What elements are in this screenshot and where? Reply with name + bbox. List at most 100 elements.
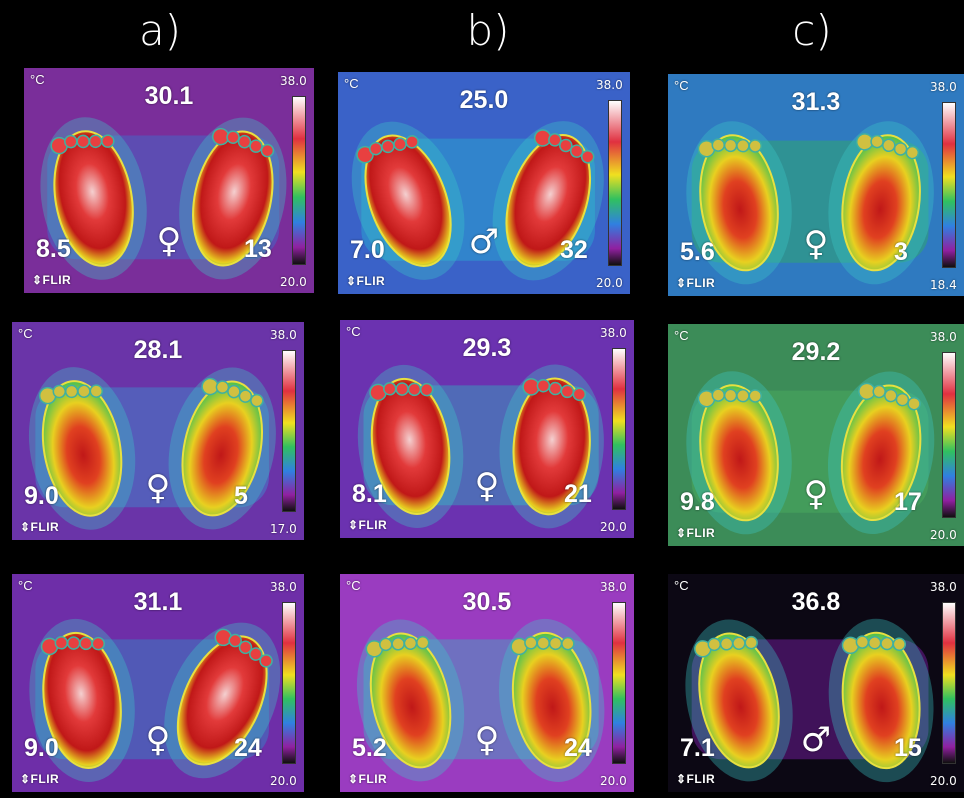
left-value: 9.0	[24, 734, 59, 762]
scale-max: 38.0	[930, 580, 957, 594]
scale-max: 38.0	[930, 80, 957, 94]
flir-logo: ⇕FLIR	[346, 274, 386, 288]
female-symbol: ♀	[145, 720, 171, 760]
left-value: 5.6	[680, 238, 715, 266]
spot-temperature: 29.2	[791, 338, 841, 366]
flir-logo: ⇕FLIR	[676, 526, 716, 540]
scale-max: 38.0	[596, 78, 623, 92]
flir-logo: ⇕FLIR	[676, 276, 716, 290]
color-scale-bar	[282, 602, 296, 764]
left-foot	[685, 619, 793, 782]
scale-max: 38.0	[930, 330, 957, 344]
right-foot	[498, 618, 605, 782]
left-foot	[40, 117, 147, 280]
left-foot	[356, 619, 465, 782]
temperature-unit: °C	[346, 324, 361, 339]
right-foot	[164, 622, 281, 779]
spot-temperature: 31.1	[133, 588, 183, 616]
left-value: 7.0	[350, 236, 385, 264]
right-foot	[828, 121, 934, 285]
female-symbol: ♀	[803, 224, 829, 264]
scale-min: 20.0	[270, 774, 297, 788]
thermal-panel: °C 25.0 7.0 32 38.0 20.0 ⇕FLIR ♂	[338, 72, 630, 294]
right-foot	[827, 371, 935, 535]
scale-min: 20.0	[930, 774, 957, 788]
color-scale-bar	[282, 350, 296, 512]
flir-logo: ⇕FLIR	[32, 273, 72, 287]
left-foot	[686, 121, 792, 285]
left-foot	[357, 364, 464, 528]
scale-min: 20.0	[600, 774, 627, 788]
column-label-c: c)	[792, 6, 832, 55]
temperature-unit: °C	[30, 72, 45, 87]
temperature-unit: °C	[674, 578, 689, 593]
scale-min: 20.0	[280, 275, 307, 289]
male-symbol: ♂	[468, 222, 500, 262]
thermal-panel: °C 29.3 8.1 21 38.0 20.0 ⇕FLIR ♀	[340, 320, 634, 538]
right-value: 5	[234, 482, 248, 510]
temperature-unit: °C	[674, 78, 689, 93]
thermal-image	[686, 121, 934, 285]
male-symbol: ♂	[800, 720, 832, 760]
left-value: 5.2	[352, 734, 387, 762]
thermal-panel: °C 29.2 9.8 17 38.0 20.0 ⇕FLIR ♀	[668, 324, 964, 546]
flir-logo: ⇕FLIR	[348, 518, 388, 532]
right-value: 24	[564, 734, 592, 762]
flir-logo: ⇕FLIR	[20, 772, 60, 786]
thermal-image	[28, 367, 276, 530]
thermal-panel: °C 31.3 5.6 3 38.0 18.4 ⇕FLIR ♀	[668, 74, 964, 296]
spot-temperature: 30.5	[462, 588, 512, 616]
spot-temperature: 30.1	[144, 82, 194, 110]
color-scale-bar	[612, 602, 626, 764]
spot-temperature: 29.3	[462, 334, 512, 362]
temperature-unit: °C	[346, 578, 361, 593]
temperature-unit: °C	[18, 578, 33, 593]
thermal-image	[351, 121, 604, 281]
right-foot	[168, 367, 276, 530]
thermal-panel: °C 31.1 9.0 24 38.0 20.0 ⇕FLIR ♀	[12, 574, 304, 792]
right-value: 15	[894, 734, 922, 762]
right-foot	[492, 121, 604, 281]
flir-logo: ⇕FLIR	[20, 520, 60, 534]
right-foot	[179, 117, 287, 280]
column-label-a: a)	[138, 6, 182, 55]
temperature-unit: °C	[344, 76, 359, 91]
scale-min: 20.0	[600, 520, 627, 534]
color-scale-bar	[942, 602, 956, 764]
left-foot	[28, 367, 136, 530]
spot-temperature: 28.1	[133, 336, 183, 364]
scale-max: 38.0	[280, 74, 307, 88]
right-value: 24	[234, 734, 262, 762]
female-symbol: ♀	[474, 720, 500, 760]
column-label-b: b)	[466, 6, 510, 55]
spot-temperature: 31.3	[791, 88, 841, 116]
thermal-panel: °C 36.8 7.1 15 38.0 20.0 ⇕FLIR ♂	[668, 574, 964, 792]
thermal-image	[29, 618, 281, 782]
scale-max: 38.0	[600, 580, 627, 594]
scale-min: 18.4	[930, 278, 957, 292]
thermal-panel: °C 30.1 8.5 13 38.0 20.0 ⇕FLIR ♀	[24, 68, 314, 293]
color-scale-bar	[612, 348, 626, 510]
left-value: 7.1	[680, 734, 715, 762]
right-value: 17	[894, 488, 922, 516]
female-symbol: ♀	[145, 468, 171, 508]
thermal-image	[357, 364, 604, 529]
right-value: 3	[894, 238, 908, 266]
scale-max: 38.0	[600, 326, 627, 340]
scale-min: 20.0	[930, 528, 957, 542]
left-value: 8.5	[36, 235, 71, 263]
scale-min: 20.0	[596, 276, 623, 290]
scale-max: 38.0	[270, 328, 297, 342]
thermal-image	[356, 618, 605, 782]
color-scale-bar	[292, 96, 306, 265]
left-value: 9.8	[680, 488, 715, 516]
right-foot	[499, 364, 604, 529]
thermal-image	[686, 371, 935, 535]
spot-temperature: 36.8	[791, 588, 841, 616]
left-foot	[351, 121, 465, 280]
right-foot	[828, 618, 934, 783]
left-foot	[29, 618, 135, 782]
female-symbol: ♀	[803, 474, 829, 514]
flir-logo: ⇕FLIR	[676, 772, 716, 786]
right-value: 32	[560, 236, 588, 264]
